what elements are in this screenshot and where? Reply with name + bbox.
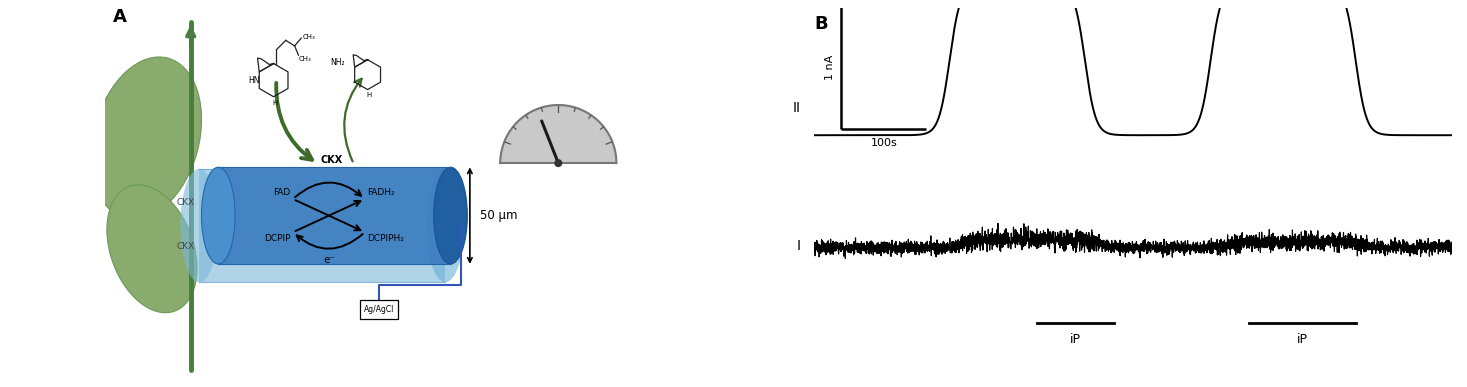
Text: FAD: FAD <box>273 188 290 197</box>
FancyBboxPatch shape <box>359 300 398 319</box>
Text: HN: HN <box>248 76 260 85</box>
Text: CH₃: CH₃ <box>302 34 315 40</box>
Text: B: B <box>814 15 827 34</box>
Ellipse shape <box>107 185 197 313</box>
Ellipse shape <box>427 169 464 282</box>
Text: H: H <box>273 99 277 106</box>
Text: CH₃: CH₃ <box>299 57 312 62</box>
Text: e⁻: e⁻ <box>323 255 334 265</box>
Bar <box>200 169 446 282</box>
Polygon shape <box>500 105 616 163</box>
Text: FADH₂: FADH₂ <box>368 188 395 197</box>
Ellipse shape <box>91 57 201 219</box>
Text: NH₂: NH₂ <box>330 58 345 67</box>
Text: A: A <box>113 8 128 26</box>
Text: 100s: 100s <box>870 138 898 148</box>
Text: 1 nA: 1 nA <box>826 55 836 80</box>
Text: 50 μm: 50 μm <box>480 209 518 222</box>
Text: II: II <box>792 101 801 115</box>
Text: CKX: CKX <box>176 198 195 207</box>
Ellipse shape <box>434 167 468 264</box>
Text: CKX: CKX <box>176 242 195 251</box>
Ellipse shape <box>201 167 235 264</box>
Text: H: H <box>367 92 371 98</box>
Bar <box>219 167 450 264</box>
Text: iP: iP <box>1297 333 1309 346</box>
Ellipse shape <box>180 169 219 282</box>
Text: Ag/AgCl: Ag/AgCl <box>364 305 393 314</box>
Text: DCPIPH₂: DCPIPH₂ <box>368 235 405 243</box>
Text: iP: iP <box>1069 333 1081 346</box>
Text: I: I <box>797 239 801 253</box>
Circle shape <box>555 160 562 166</box>
Text: CKX: CKX <box>320 155 343 165</box>
Text: DCPIP: DCPIP <box>264 235 290 243</box>
